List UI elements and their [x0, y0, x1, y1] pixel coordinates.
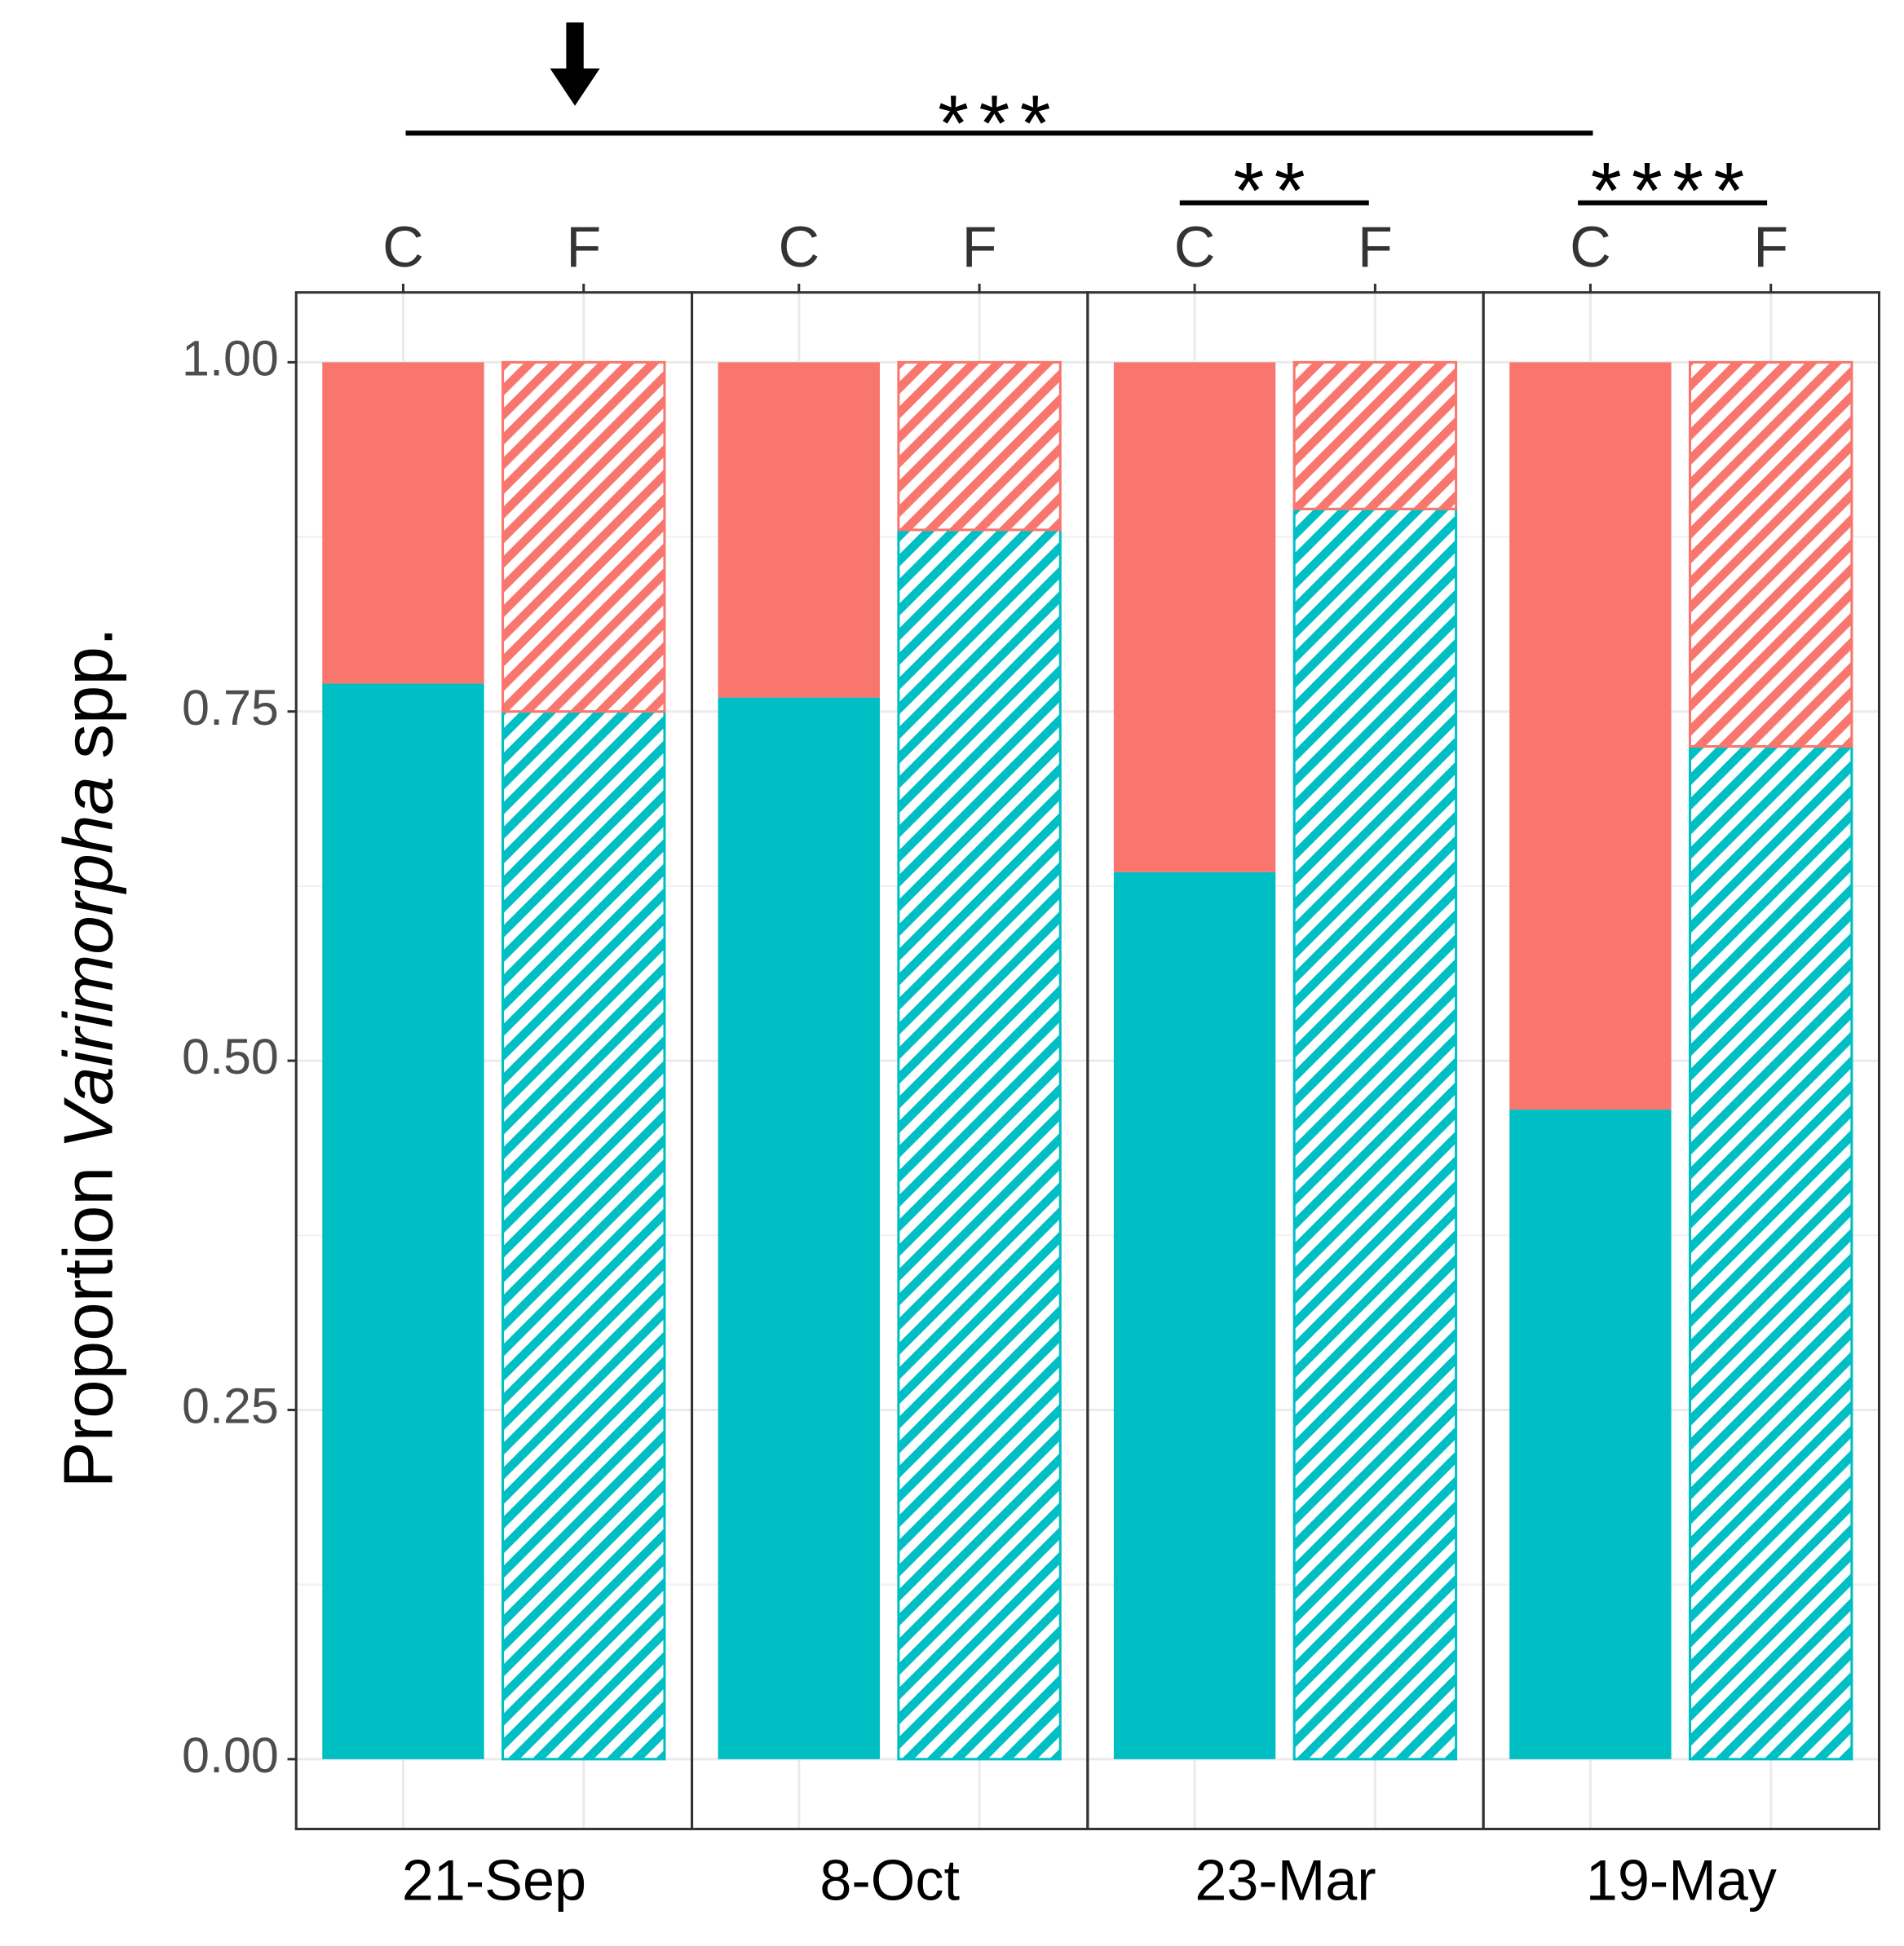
x-tick-label: F: [962, 214, 997, 279]
y-axis-label-part: spp.: [50, 627, 127, 759]
bar-segment: [1292, 507, 1458, 1761]
x-tick-label: F: [1753, 214, 1788, 279]
y-tick-label: 0.25: [182, 1379, 279, 1434]
x-tick-label: C: [1570, 214, 1611, 279]
arrow: [550, 22, 600, 106]
bar-segment: [1688, 360, 1853, 748]
bar-segment: [1688, 745, 1853, 1761]
y-axis-label: Proportion Vairimorpha spp.: [50, 627, 127, 1488]
x-tick-label: C: [1174, 214, 1216, 279]
panel-label: 8-Oct: [819, 1848, 960, 1913]
y-axis-label-part: Vairimorpha: [50, 776, 127, 1150]
bar-segment: [1509, 1110, 1672, 1759]
x-tick-label: F: [1358, 214, 1393, 279]
bar-segment: [718, 362, 880, 698]
bar-segment: [322, 362, 484, 684]
bar-segment: [1509, 362, 1672, 1110]
bar-segment: [1113, 872, 1276, 1759]
bar-segment: [897, 360, 1062, 532]
panel-label: 19-May: [1586, 1848, 1777, 1913]
x-tick-label: C: [778, 214, 819, 279]
bar-segment: [322, 683, 484, 1759]
bar-segment: [897, 528, 1062, 1761]
panel-label: 21-Sep: [402, 1848, 586, 1913]
y-tick-label: 0.75: [182, 680, 279, 735]
significance-label: **: [1234, 146, 1315, 235]
panel-border: [1482, 291, 1881, 1831]
bar-segment: [501, 710, 666, 1761]
bar-segment: [1113, 362, 1276, 872]
y-axis-label-part: Proportion: [50, 1167, 127, 1488]
y-tick-label: 1.00: [182, 330, 279, 386]
y-tick-label: 0.50: [182, 1029, 279, 1084]
x-tick-label: C: [382, 214, 424, 279]
y-tick-label: 0.00: [182, 1728, 279, 1783]
significance-label: ****: [1591, 146, 1755, 235]
x-tick-label: F: [566, 214, 601, 279]
significance-label: ***: [938, 79, 1061, 168]
bar-segment: [501, 360, 666, 713]
bar-segment: [1292, 360, 1458, 510]
bar-segment: [718, 697, 880, 1759]
panel-label: 23-Mar: [1195, 1848, 1376, 1913]
